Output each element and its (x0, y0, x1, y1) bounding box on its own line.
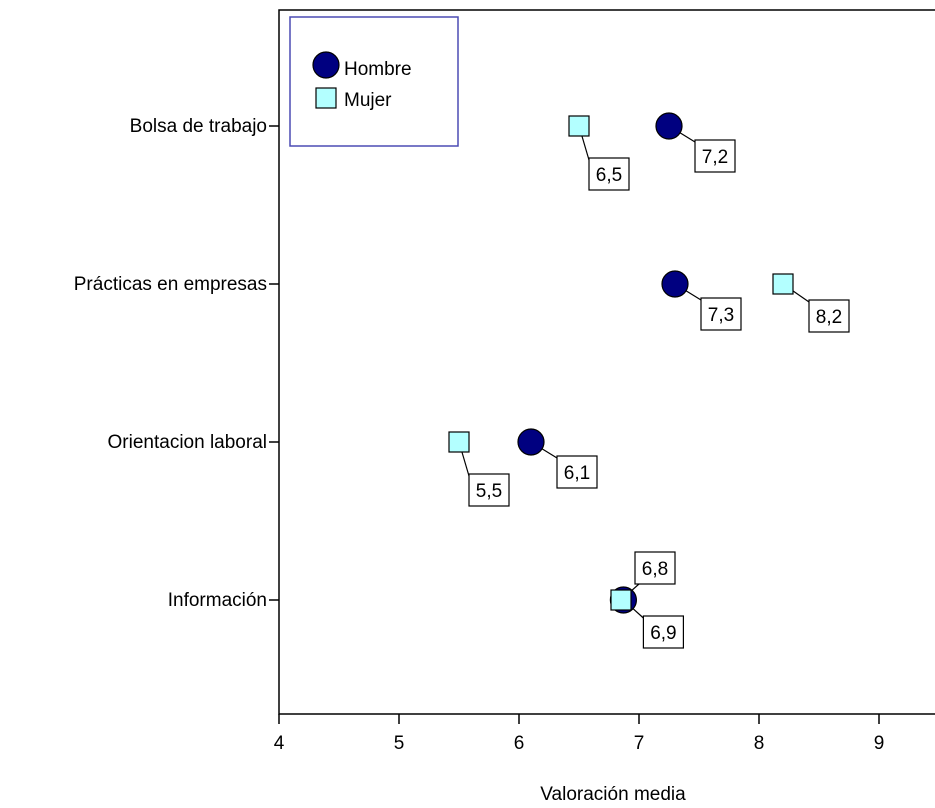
legend-mujer-label: Mujer (344, 90, 392, 111)
data-label-box (642, 615, 685, 649)
x-tick-label: 6 (514, 733, 525, 754)
data-label: 6,1 (564, 463, 590, 484)
data-label: 8,2 (816, 307, 842, 328)
category-label: Bolsa de trabajo (130, 116, 267, 137)
data-label-box (700, 297, 742, 331)
point-mujer (448, 431, 470, 453)
data-label: 7,3 (708, 305, 734, 326)
point-hombre (661, 270, 689, 298)
data-label: 6,8 (642, 559, 668, 580)
data-label-box (694, 139, 736, 173)
x-tick-label: 7 (634, 733, 645, 754)
data-label: 6,5 (596, 165, 622, 186)
data-label-box (588, 157, 630, 191)
x-tick-label: 9 (874, 733, 885, 754)
legend-hombre-marker (312, 51, 340, 79)
legend-hombre-label: Hombre (344, 59, 412, 80)
point-mujer (772, 273, 794, 295)
data-label: 7,2 (702, 147, 728, 168)
point-hombre (517, 428, 545, 456)
legend: Hombre Mujer (289, 16, 459, 147)
category-label: Orientacion laboral (108, 432, 267, 453)
data-label-box (808, 299, 850, 333)
data-label: 6,9 (650, 623, 676, 644)
x-tick-label: 8 (754, 733, 765, 754)
point-hombre (655, 112, 683, 140)
x-tick-label: 5 (394, 733, 405, 754)
x-axis-title: Valoración media (540, 784, 686, 805)
data-label-box (468, 473, 510, 507)
x-tick-label: 4 (274, 733, 285, 754)
data-label-box (556, 455, 598, 489)
data-label: 5,5 (476, 481, 502, 502)
category-label: Información (168, 590, 267, 611)
legend-mujer-marker (315, 87, 337, 109)
category-label: Prácticas en empresas (74, 274, 267, 295)
point-mujer (568, 115, 590, 137)
data-label-box (634, 551, 676, 585)
point-mujer (610, 589, 632, 611)
legend-box (289, 16, 459, 147)
